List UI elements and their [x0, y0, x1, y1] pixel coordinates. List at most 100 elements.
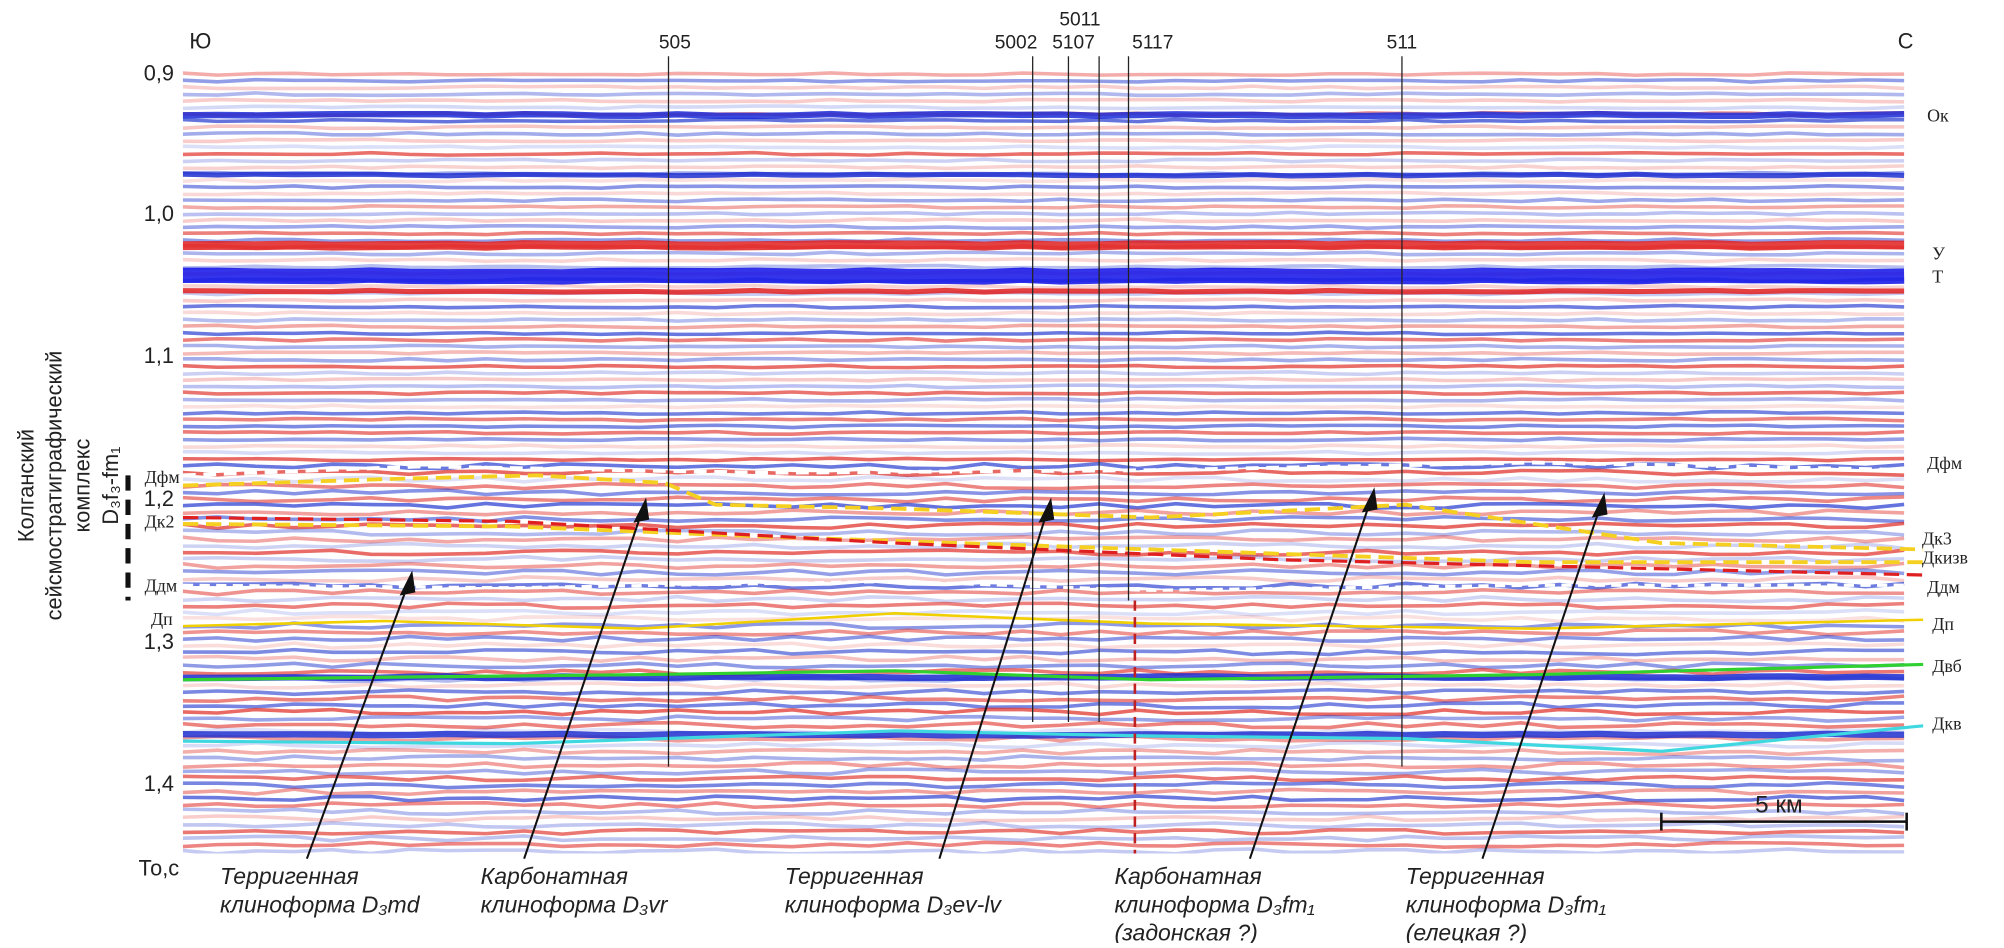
wells [667, 56, 1403, 767]
arrowhead [1591, 492, 1608, 518]
trace [182, 130, 1905, 137]
trace [182, 714, 1905, 723]
annotation: клиноформа D₃ev-lv [785, 891, 1003, 917]
trace [182, 336, 1905, 343]
trace [182, 767, 1905, 777]
trace [182, 250, 1905, 257]
strong-reflector [182, 287, 1905, 295]
strong-reflector [182, 239, 1905, 251]
trace [182, 350, 1905, 357]
trace [182, 588, 1905, 597]
trace [182, 681, 1905, 690]
trace [182, 548, 1905, 557]
tick-label: 1,4 [144, 771, 174, 796]
horizon-label: Дкизв [1922, 548, 1968, 568]
horizons [182, 460, 1924, 854]
trace [182, 117, 1905, 124]
well-label: 5002 [995, 33, 1038, 54]
trace [182, 263, 1905, 270]
trace [182, 707, 1905, 717]
strong-reflector [182, 267, 1905, 285]
trace [182, 317, 1905, 323]
annotation: Терригенная [1406, 863, 1545, 889]
trace [182, 77, 1905, 84]
horizon-label: Дкв [1932, 714, 1961, 734]
horizon-label: Дк3 [1922, 528, 1952, 548]
axis-unit: То,с [139, 855, 180, 880]
trace [182, 370, 1905, 377]
trace [182, 217, 1905, 224]
annotation: Терригенная [220, 863, 359, 889]
trace [182, 197, 1905, 204]
trace [182, 661, 1905, 670]
annotations: Терригенная клиноформа D₃md Карбонатная … [220, 863, 1606, 945]
trace [182, 204, 1905, 210]
trace [182, 423, 1905, 430]
trace [182, 761, 1905, 770]
y-axis: 0,9 1,0 1,1 1,2 1,3 1,4 То,с [139, 60, 180, 880]
horizon [182, 579, 1924, 592]
complex-label: Колганский сейсмостратиграфический компл… [13, 351, 122, 621]
trace [182, 568, 1905, 577]
trace [182, 297, 1905, 304]
well-label: 511 [1387, 33, 1418, 54]
trace [182, 323, 1905, 330]
arrow [305, 581, 411, 860]
horizon [182, 521, 1924, 565]
trace [182, 747, 1905, 757]
trace [182, 303, 1905, 310]
trace [182, 501, 1905, 511]
horizon [182, 724, 1924, 753]
arrow [938, 508, 1049, 859]
trace [182, 230, 1905, 237]
tick-label: 1,1 [144, 343, 174, 368]
trace [182, 456, 1905, 463]
well-label: 505 [659, 33, 691, 54]
trace [182, 687, 1905, 697]
trace [182, 754, 1905, 763]
trace [182, 330, 1905, 337]
annotation: Карбонатная [481, 863, 628, 889]
complex-line: комплекс [70, 438, 95, 532]
trace [182, 436, 1905, 443]
horizon-label: Ддм [1927, 577, 1960, 597]
annotation: клиноформа D₃md [220, 891, 421, 917]
annotation: (задонская ?) [1114, 919, 1257, 943]
trace [182, 634, 1905, 643]
trace [182, 403, 1905, 410]
horizon [182, 460, 1924, 478]
annotation: клиноформа D₃vr [481, 891, 669, 917]
trace [182, 389, 1905, 397]
well-label: 5107 [1052, 33, 1095, 54]
arrowhead [1361, 487, 1378, 513]
trace [182, 190, 1905, 197]
annotation: клиноформа D₃fm₁ [1406, 891, 1606, 917]
horizon-label: Двб [1932, 656, 1962, 676]
arrowhead [399, 570, 416, 596]
trace [182, 396, 1905, 403]
trace [182, 223, 1905, 231]
horizon-label: Дфм [1927, 453, 1962, 473]
horizon-label: Дк2 [145, 512, 175, 532]
arrowhead [1038, 497, 1055, 523]
tick-label: 1,3 [144, 629, 174, 654]
annotation: клиноформа D₃fm₁ [1114, 891, 1314, 917]
trace [182, 807, 1905, 816]
trace [182, 701, 1905, 710]
trace [182, 814, 1905, 823]
trace [182, 137, 1905, 144]
trace [182, 488, 1905, 497]
arrow [1248, 498, 1373, 859]
trace [182, 820, 1905, 830]
trace [182, 124, 1905, 131]
tick-label: 1,2 [144, 486, 174, 511]
trace [182, 183, 1905, 191]
trace [182, 71, 1905, 78]
strong-reflector [182, 110, 1905, 120]
trace [182, 409, 1905, 417]
trace [182, 594, 1905, 604]
complex-line: Колганский [13, 429, 38, 542]
trace [182, 740, 1905, 750]
trace [182, 257, 1905, 264]
horizon [182, 515, 1924, 577]
